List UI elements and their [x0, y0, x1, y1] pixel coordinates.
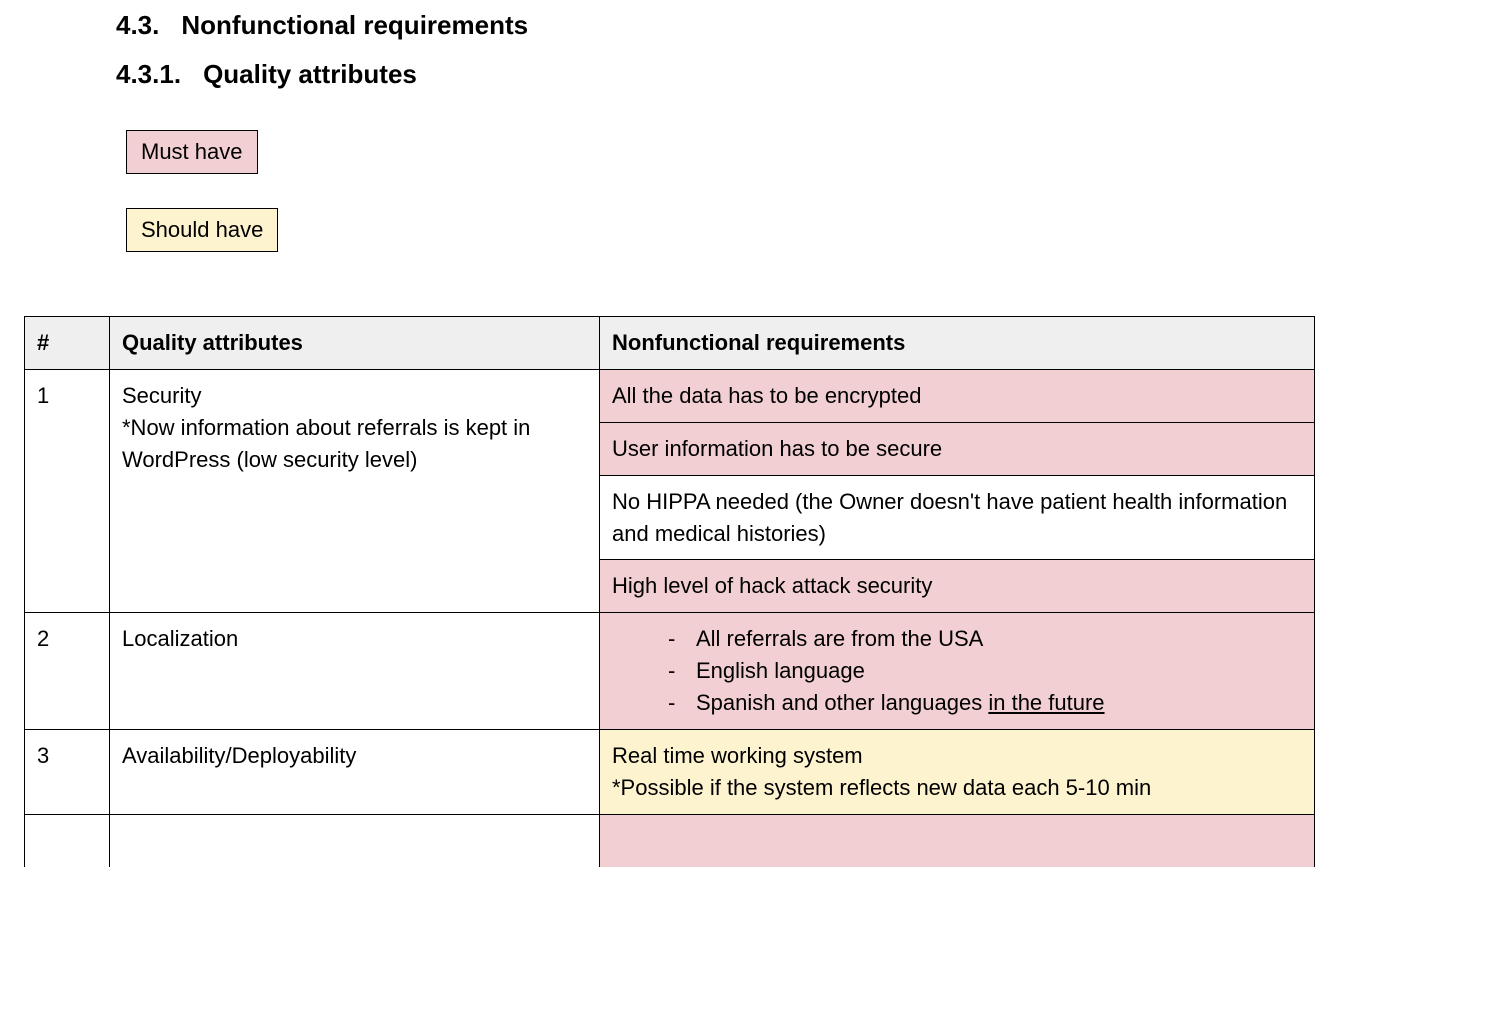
req-cell: All the data has to be encrypted	[600, 369, 1315, 422]
table-row: 1 Security *Now information about referr…	[25, 369, 1315, 422]
req-line: Real time working system	[612, 743, 863, 768]
req-cell: No HIPPA needed (the Owner doesn't have …	[600, 475, 1315, 560]
req-cell: User information has to be secure	[600, 422, 1315, 475]
legend: Must have Should have	[126, 130, 1484, 286]
subsection-title: Quality attributes	[203, 59, 417, 89]
qa-title: Security	[122, 383, 201, 408]
col-header-qa: Quality attributes	[110, 317, 600, 370]
table-row: 3 Availability/Deployability Real time w…	[25, 730, 1315, 815]
list-item: Spanish and other languages in the futur…	[668, 687, 1302, 719]
subsection-number: 4.3.1.	[116, 59, 181, 90]
row-qa: Localization	[110, 613, 600, 730]
list-item: All referrals are from the USA	[668, 623, 1302, 655]
list-item: English language	[668, 655, 1302, 687]
req-cell	[600, 814, 1315, 866]
col-header-req: Nonfunctional requirements	[600, 317, 1315, 370]
req-cell: High level of hack attack security	[600, 560, 1315, 613]
req-cell: Real time working system *Possible if th…	[600, 730, 1315, 815]
requirements-table: # Quality attributes Nonfunctional requi…	[24, 316, 1315, 867]
row-qa	[110, 814, 600, 866]
req-note: *Possible if the system reflects new dat…	[612, 775, 1151, 800]
table-row: 2 Localization All referrals are from th…	[25, 613, 1315, 730]
qa-note: *Now information about referrals is kept…	[122, 415, 530, 472]
row-num: 1	[25, 369, 110, 612]
row-num: 3	[25, 730, 110, 815]
row-num	[25, 814, 110, 866]
section-heading-4-3: 4.3. Nonfunctional requirements	[116, 10, 1484, 41]
legend-must-have: Must have	[126, 130, 258, 174]
table-header-row: # Quality attributes Nonfunctional requi…	[25, 317, 1315, 370]
legend-should-have: Should have	[126, 208, 278, 252]
req-cell: All referrals are from the USA English l…	[600, 613, 1315, 730]
col-header-num: #	[25, 317, 110, 370]
table-row	[25, 814, 1315, 866]
section-title: Nonfunctional requirements	[181, 10, 528, 40]
row-qa: Availability/Deployability	[110, 730, 600, 815]
section-heading-4-3-1: 4.3.1. Quality attributes	[116, 59, 1484, 90]
row-num: 2	[25, 613, 110, 730]
row-qa: Security *Now information about referral…	[110, 369, 600, 612]
localization-list: All referrals are from the USA English l…	[612, 623, 1302, 719]
section-number: 4.3.	[116, 10, 159, 41]
